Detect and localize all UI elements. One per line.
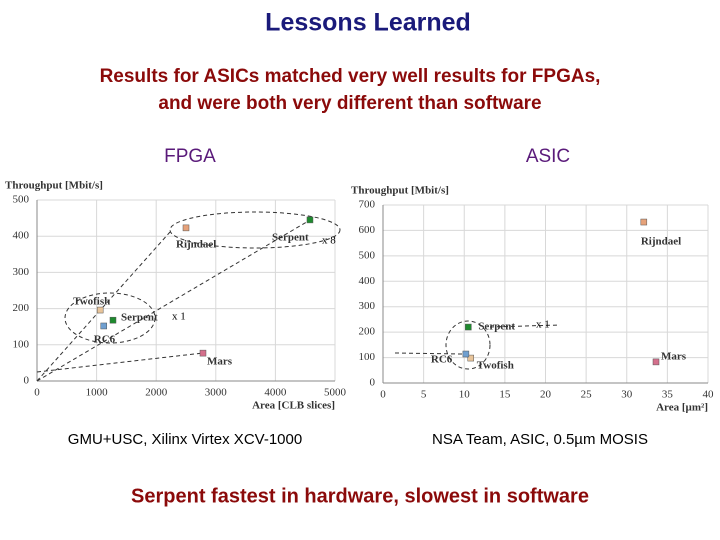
- chart-title: FPGA: [164, 146, 216, 167]
- y-tick-label: 0: [370, 377, 376, 389]
- x-tick-label: 5: [421, 389, 427, 401]
- y-tick-label: 600: [359, 224, 376, 236]
- dashed-trend: [36, 219, 311, 382]
- point: [109, 316, 117, 324]
- annotation: x 8: [322, 235, 336, 247]
- point: [467, 354, 474, 362]
- point-label: Rijndael: [641, 236, 681, 248]
- point: [465, 323, 472, 331]
- annotation: x 1: [536, 319, 550, 331]
- point-label: Mars: [661, 350, 687, 362]
- point-label: RC6: [431, 354, 453, 366]
- dashed-trend: [36, 231, 171, 382]
- y-tick-label: 200: [13, 302, 30, 314]
- dashed-group: [169, 211, 341, 249]
- y-tick-label: 400: [13, 230, 30, 242]
- x-tick-label: 1000: [86, 387, 109, 399]
- x-tick-label: 0: [380, 389, 386, 401]
- point-label: Twofish: [73, 296, 110, 308]
- caption: GMU+USC, Xilinx Virtex XCV-1000: [68, 431, 302, 448]
- y-axis-label: Throughput [Mbit/s]: [351, 185, 449, 197]
- point-label: RC6: [94, 334, 116, 346]
- x-tick-label: 25: [581, 389, 593, 401]
- x-tick-label: 40: [703, 389, 715, 401]
- point: [462, 350, 470, 358]
- point: [199, 349, 207, 357]
- x-tick-label: 15: [499, 389, 511, 401]
- x-tick-label: 2000: [145, 387, 168, 399]
- point: [640, 218, 648, 226]
- x-tick-label: 4000: [264, 387, 287, 399]
- slide-title: Lessons Learned: [265, 9, 471, 37]
- x-axis-label: Area [µm²]: [656, 402, 708, 414]
- dashed-group: [445, 320, 491, 370]
- y-tick-label: 300: [359, 300, 376, 312]
- dashed-trend: [489, 324, 561, 328]
- subtitle-line: and were both very different than softwa…: [158, 93, 541, 114]
- point-label: Serpent: [478, 321, 515, 333]
- y-tick-label: 0: [24, 375, 30, 387]
- point-label: Rijndael: [176, 238, 216, 250]
- footer: Serpent fastest in hardware, slowest in …: [131, 485, 589, 507]
- x-tick-label: 35: [662, 389, 674, 401]
- point-label: Twofish: [477, 360, 514, 372]
- chart-title: ASIC: [526, 146, 570, 167]
- point: [306, 216, 314, 224]
- x-tick-label: 0: [34, 387, 40, 399]
- point: [96, 306, 104, 314]
- point: [652, 358, 660, 366]
- y-tick-label: 400: [359, 275, 376, 287]
- point-label: Serpent: [272, 231, 309, 243]
- x-tick-label: 3000: [205, 387, 228, 399]
- x-tick-label: 30: [621, 389, 633, 401]
- y-tick-label: 100: [13, 338, 30, 350]
- x-tick-label: 20: [540, 389, 552, 401]
- x-tick-label: 10: [459, 389, 471, 401]
- y-tick-label: 700: [359, 199, 376, 211]
- y-tick-label: 500: [13, 194, 30, 206]
- y-tick-label: 100: [359, 351, 376, 363]
- point-label: Mars: [207, 356, 233, 368]
- y-tick-label: 300: [13, 266, 30, 278]
- dashed-group: [64, 292, 156, 344]
- point: [100, 322, 108, 330]
- point: [182, 224, 190, 232]
- point-label: Serpent: [121, 312, 158, 324]
- x-tick-label: 5000: [324, 387, 347, 399]
- subtitle-line: Results for ASICs matched very well resu…: [100, 66, 601, 87]
- y-axis-label: Throughput [Mbit/s]: [5, 180, 103, 192]
- caption: NSA Team, ASIC, 0.5µm MOSIS: [432, 431, 648, 448]
- dashed-trend: [36, 352, 204, 373]
- y-tick-label: 200: [359, 326, 376, 338]
- annotation: x 1: [172, 311, 186, 323]
- x-axis-label: Area [CLB slices]: [252, 400, 335, 412]
- y-tick-label: 500: [359, 249, 376, 261]
